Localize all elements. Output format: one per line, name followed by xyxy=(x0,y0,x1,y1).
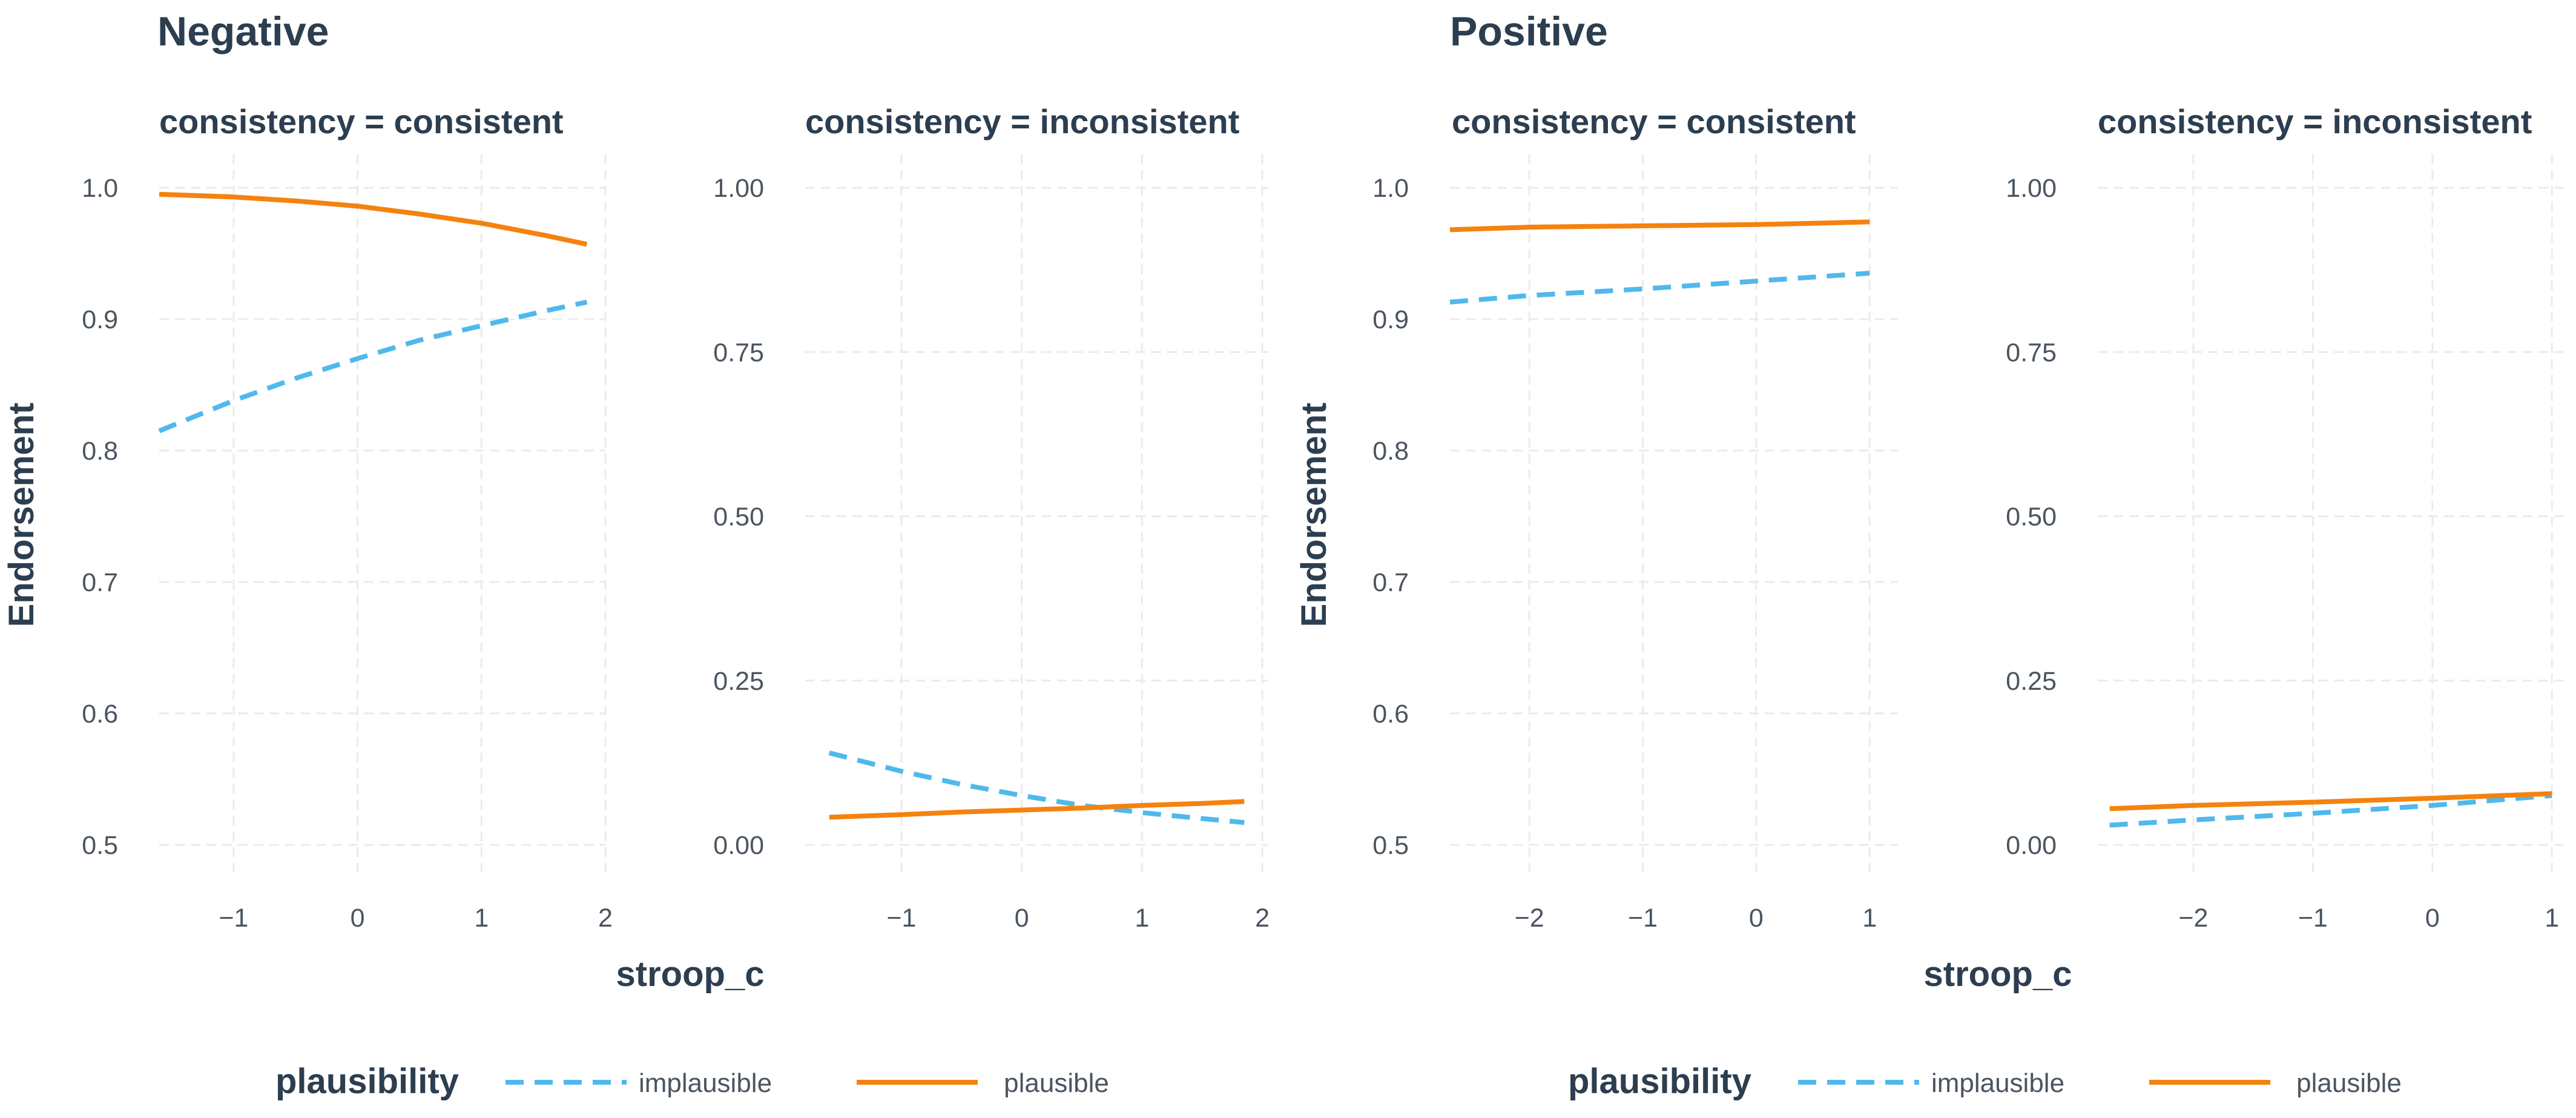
y-tick-label: 1.0 xyxy=(1372,174,1409,203)
series-line-implausible xyxy=(2109,793,2552,828)
y-tick-label: 0.5 xyxy=(82,831,118,860)
legend: plausibility implausible plausible xyxy=(275,1062,1109,1101)
series-line-plausible xyxy=(159,191,588,247)
series-line-implausible xyxy=(158,299,588,434)
facet-title: consistency = consistent xyxy=(1452,102,1856,141)
x-tick-label: 1 xyxy=(1135,904,1149,933)
y-tick-label: 0.5 xyxy=(1372,831,1409,860)
series-line-plausible xyxy=(1449,219,1870,233)
legend-label-implausible: implausible xyxy=(639,1068,772,1098)
panel-negative-consistent: consistency = consistent 0.5 0.6 0.7 0.8 0.9 1… xyxy=(82,102,613,933)
y-tick-label: 0.6 xyxy=(82,700,118,729)
y-tick-label: 0.00 xyxy=(713,831,764,860)
y-tick-label: 0.50 xyxy=(713,503,764,532)
legend-label-implausible: implausible xyxy=(1931,1068,2064,1098)
y-tick-label: 0.75 xyxy=(2006,338,2057,367)
series-line-implausible xyxy=(1449,271,1870,305)
x-tick-label: 2 xyxy=(598,904,613,933)
legend-title: plausibility xyxy=(275,1062,459,1101)
panel-positive-consistent: consistency = consistent 0.5 0.6 0.7 0.8 0.9 1… xyxy=(1372,102,1898,933)
facet-title: consistency = inconsistent xyxy=(805,102,1239,141)
series-line-plausible xyxy=(2109,791,2552,812)
x-tick-label: 1 xyxy=(2545,904,2559,933)
x-axis-label: stroop_c xyxy=(1924,954,2072,994)
y-tick-label: 0.7 xyxy=(1372,568,1409,597)
legend-title: plausibility xyxy=(1568,1062,1751,1101)
x-tick-label: −1 xyxy=(2298,904,2328,933)
facet-title: consistency = inconsistent xyxy=(2098,102,2532,141)
y-axis-label: Endorsement xyxy=(2,403,41,627)
legend-label-plausible: plausible xyxy=(2296,1068,2402,1098)
x-tick-label: 0 xyxy=(1749,904,1764,933)
x-tick-label: −1 xyxy=(886,904,916,933)
y-tick-label: 0.6 xyxy=(1372,700,1409,729)
facet-title: consistency = consistent xyxy=(159,102,564,141)
legend-label-plausible: plausible xyxy=(1004,1068,1109,1098)
y-tick-label: 0.75 xyxy=(713,338,764,367)
x-tick-label: 2 xyxy=(1255,904,1270,933)
x-axis-label: stroop_c xyxy=(616,954,765,994)
y-tick-label: 0.00 xyxy=(2006,831,2057,860)
series-line-implausible xyxy=(828,750,1245,825)
panel-negative-inconsistent: consistency = inconsistent 0.00 0.25 0.50 0.… xyxy=(713,102,1270,933)
y-tick-label: 1.0 xyxy=(82,174,118,203)
y-tick-label: 1.00 xyxy=(713,174,764,203)
y-tick-label: 0.9 xyxy=(82,305,118,334)
panel-positive-inconsistent: consistency = inconsistent 0.00 0.25 0.50 0.… xyxy=(2006,102,2564,933)
x-tick-label: −2 xyxy=(1515,904,1544,933)
series-line-plausible xyxy=(829,799,1245,820)
x-tick-label: −1 xyxy=(1628,904,1658,933)
y-tick-label: 0.7 xyxy=(82,568,118,597)
y-tick-label: 0.25 xyxy=(713,667,764,696)
y-tick-label: 0.50 xyxy=(2006,503,2057,532)
y-axis-label: Endorsement xyxy=(1294,403,1334,627)
x-tick-label: 0 xyxy=(2425,904,2440,933)
y-tick-label: 0.9 xyxy=(1372,305,1409,334)
group-title-positive: Positive xyxy=(1450,8,1608,55)
y-tick-label: 0.25 xyxy=(2006,667,2057,696)
x-tick-label: −1 xyxy=(219,904,248,933)
legend: plausibility implausible plausible xyxy=(1568,1062,2402,1101)
x-tick-label: 0 xyxy=(1015,904,1029,933)
x-tick-label: −2 xyxy=(2178,904,2208,933)
x-tick-label: 0 xyxy=(351,904,365,933)
x-tick-label: 1 xyxy=(1862,904,1877,933)
y-tick-label: 1.00 xyxy=(2006,174,2057,203)
x-tick-label: 1 xyxy=(474,904,489,933)
y-tick-label: 0.8 xyxy=(1372,437,1409,466)
group-title-negative: Negative xyxy=(157,8,329,55)
y-tick-label: 0.8 xyxy=(82,437,118,466)
